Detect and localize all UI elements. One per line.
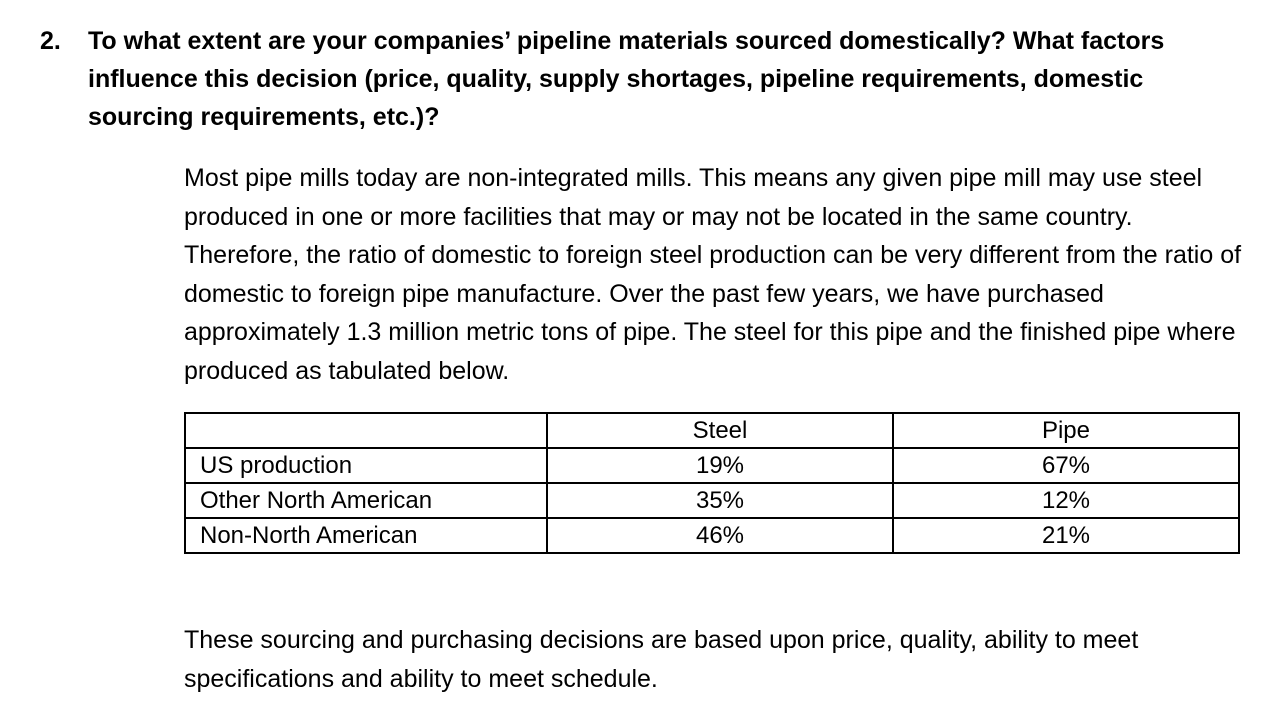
- table-header-row: Steel Pipe: [184, 412, 1240, 449]
- table-cell: 21%: [892, 517, 1240, 554]
- answer-paragraph-1: Most pipe mills today are non-integrated…: [184, 164, 1242, 385]
- table-cell: Other North American: [184, 482, 548, 519]
- table-cell: 67%: [892, 447, 1240, 484]
- table-row: US production 19% 67%: [184, 447, 1240, 484]
- table-cell: US production: [184, 447, 548, 484]
- table-cell: Non-North American: [184, 517, 548, 554]
- table-header-cell: [184, 412, 548, 449]
- table-cell: 19%: [546, 447, 894, 484]
- question-heading: 2. To what extent are your companies’ pi…: [40, 22, 1240, 136]
- sourcing-table: Steel Pipe US production 19% 67% Other N…: [184, 412, 1240, 554]
- table-row: Non-North American 46% 21%: [184, 517, 1240, 554]
- table-cell: 12%: [892, 482, 1240, 519]
- table-header-cell: Pipe: [892, 412, 1240, 449]
- table-header-cell: Steel: [546, 412, 894, 449]
- question-number: 2.: [40, 27, 61, 55]
- table-cell: 35%: [546, 482, 894, 519]
- answer-paragraph-2: These sourcing and purchasing decisions …: [184, 626, 1139, 693]
- table-cell: 46%: [546, 517, 894, 554]
- question-text: To what extent are your companies’ pipel…: [88, 27, 1165, 131]
- table-row: Other North American 35% 12%: [184, 482, 1240, 519]
